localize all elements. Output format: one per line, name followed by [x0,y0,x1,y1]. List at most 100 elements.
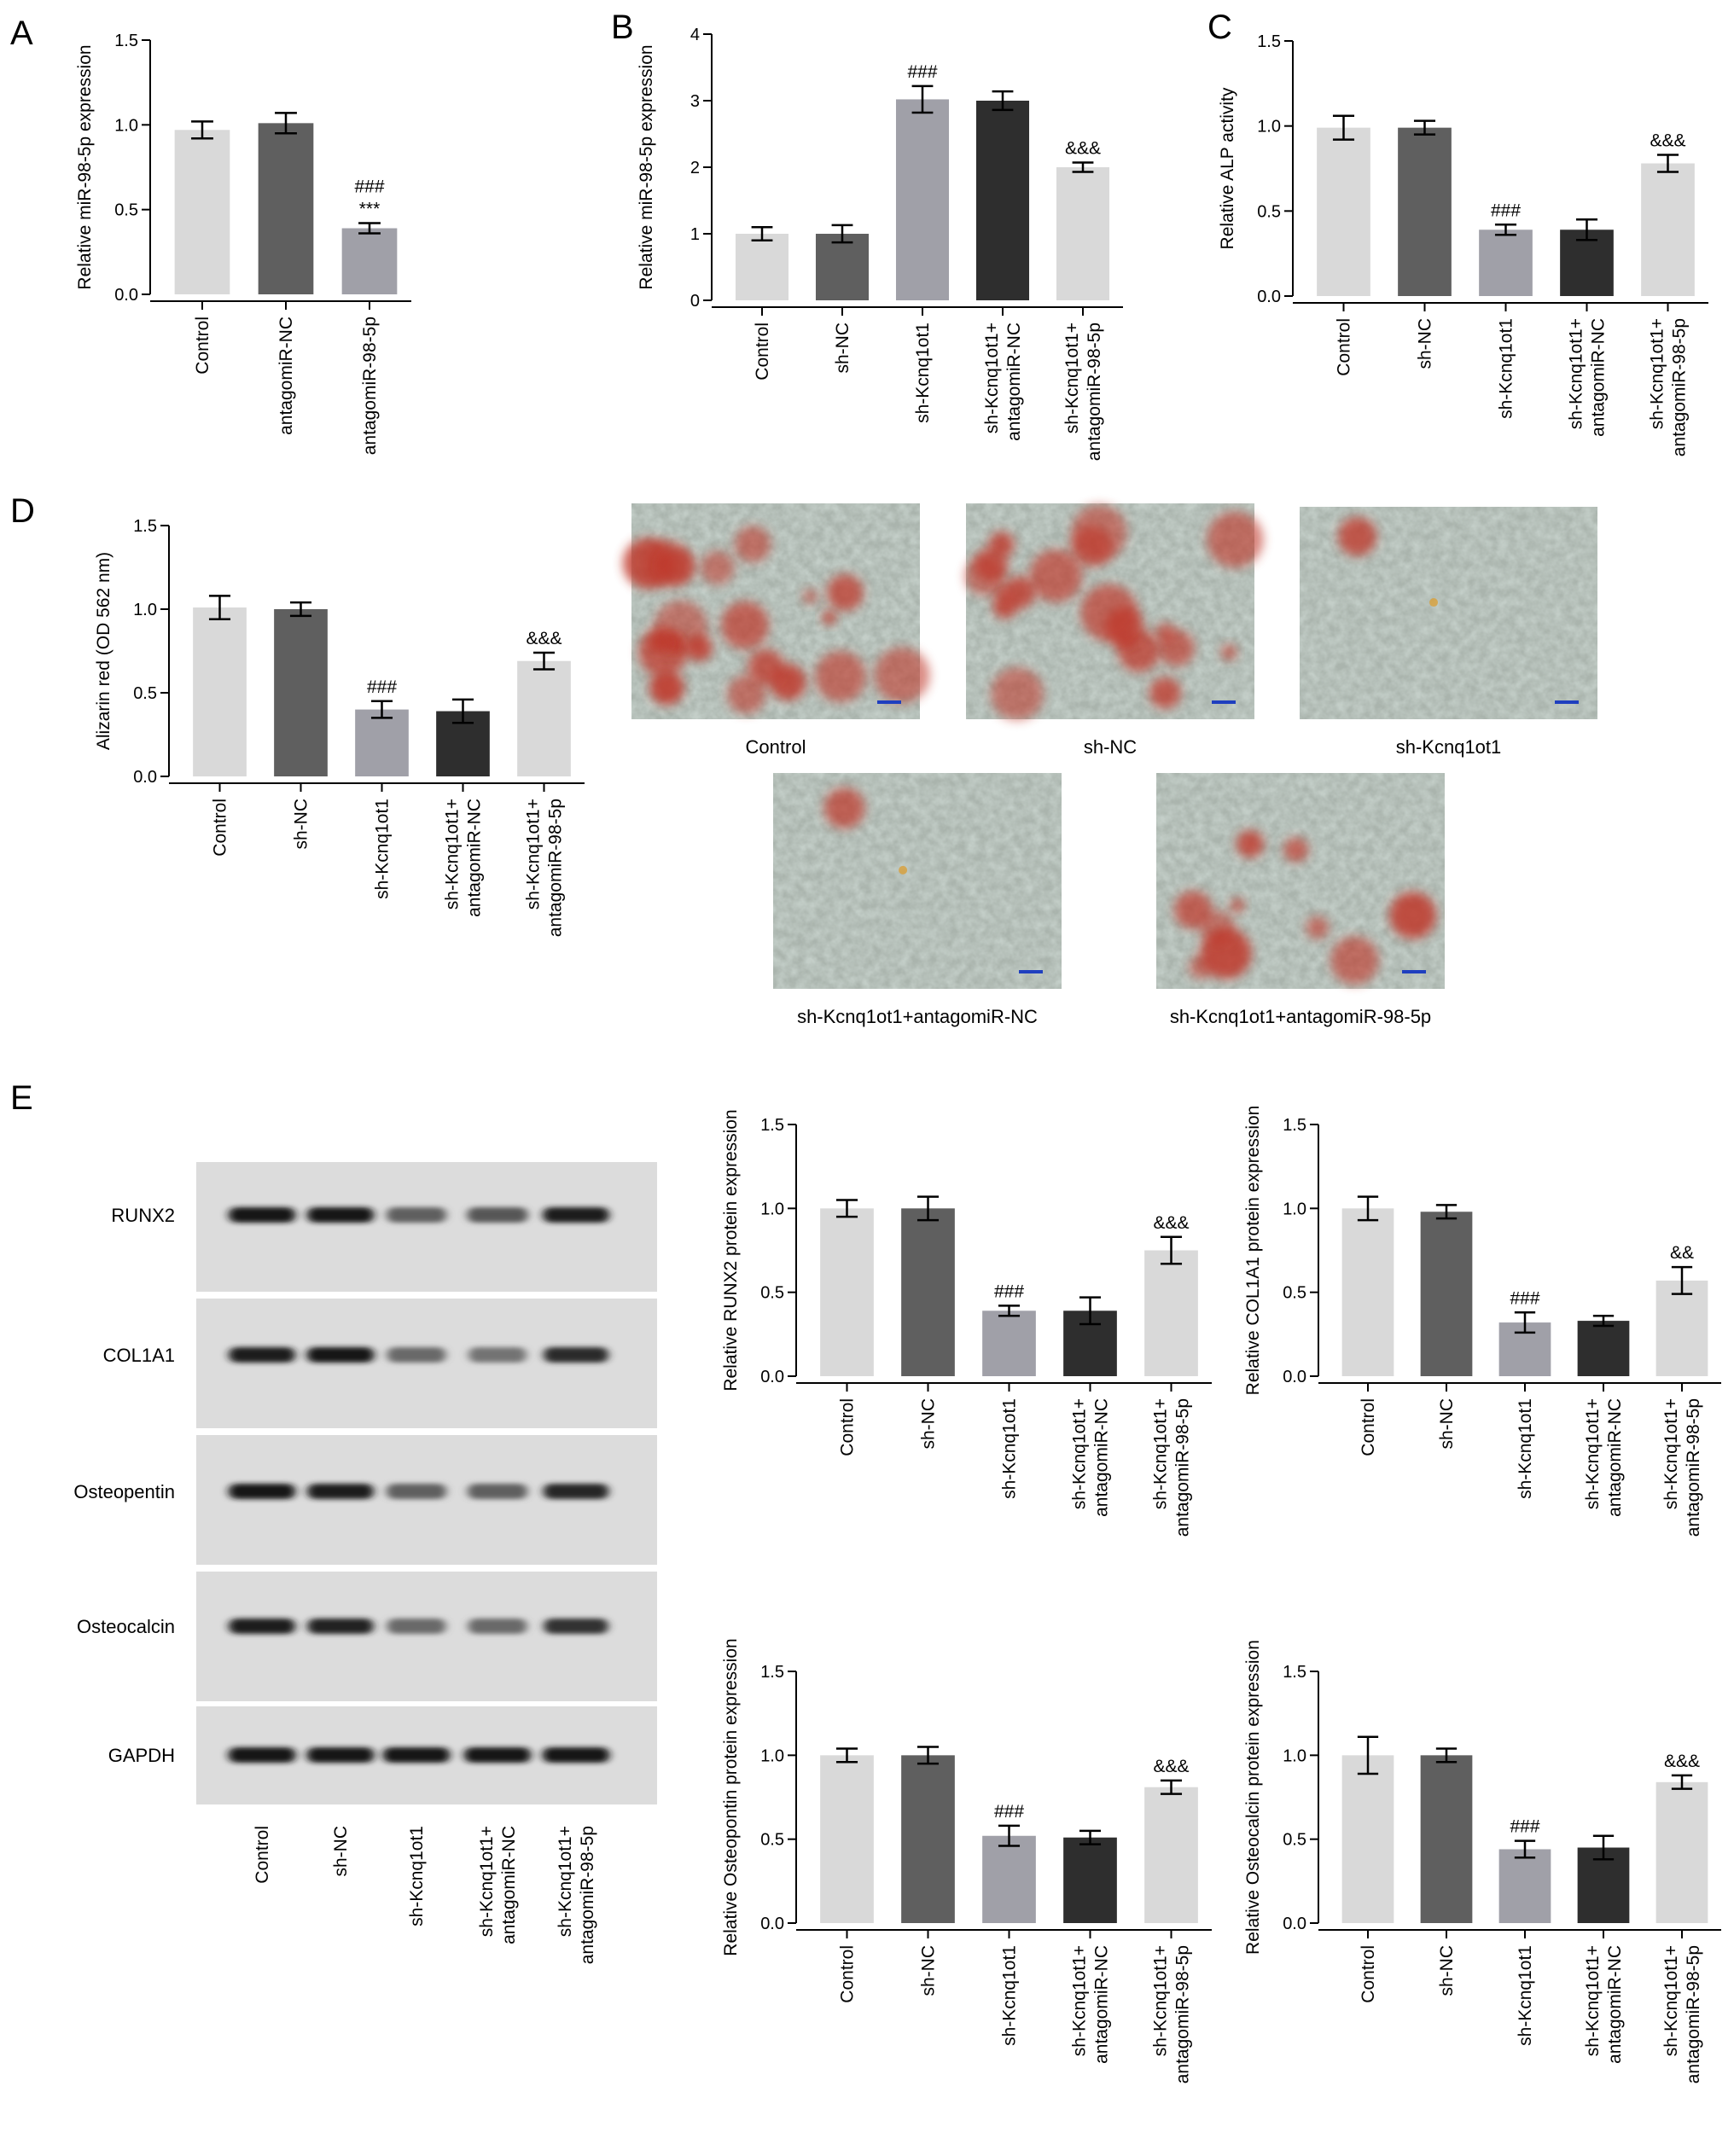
stain-deposit [802,589,818,605]
blot-lane-label: sh-NC [331,1826,351,1877]
x-tick-label: Control [838,1398,858,1456]
significance-label: &&& [1065,139,1101,159]
x-tick-label: antagomiR-NC [1092,1398,1112,1517]
bar [1498,1849,1551,1923]
blot-band [228,1207,296,1223]
bar [901,1755,955,1923]
micrograph-caption: sh-Kcnq1ot1+antagomiR-NC [797,1006,1038,1027]
y-axis-label: Alizarin red (OD 562 nm) [94,552,113,750]
blot-band [467,1484,528,1499]
x-tick-label: sh-Kcnq1ot1+ [1062,323,1082,433]
stain-deposit [666,636,681,651]
bar [1479,230,1533,296]
x-tick-label: sh-NC [1437,1945,1457,1996]
micrograph: sh-Kcnq1ot1+antagomiR-NC [773,773,1062,1027]
stain-deposit [1337,517,1377,556]
significance-label: &&& [526,629,562,648]
blot-row: RUNX2 [111,1162,657,1292]
micrograph: Control [623,503,930,758]
stain-deposit [1220,644,1237,660]
y-tick-label: 1.0 [1283,1200,1306,1218]
stain-deposit [1080,584,1138,642]
x-tick-label: sh-NC [292,799,311,850]
x-tick-label: sh-Kcnq1ot1+ [1583,1398,1603,1509]
stain-deposit [826,574,864,612]
significance-label: && [1670,1243,1694,1263]
stain-deposit [1306,915,1330,939]
stain-deposit [899,865,908,875]
x-tick-label: antagomiR-98-5p [1173,1398,1193,1537]
x-tick-label: antagomiR-98-5p [1085,323,1104,461]
blot-lane-label: antagomiR-98-5p [578,1826,597,1964]
significance-label: ### [907,62,937,82]
stain-deposit [1155,622,1176,643]
x-tick-label: sh-Kcnq1ot1+ [1567,318,1586,429]
bar [274,609,328,776]
bar [258,123,314,294]
x-tick-label: sh-Kcnq1ot1 [1000,1945,1020,2046]
stain-deposit [1200,909,1235,945]
micrograph-caption: sh-NC [1084,736,1137,758]
bar [982,1835,1036,1923]
y-tick-label: 0.5 [1257,202,1281,221]
chart-b: 0 1 2 3 4 Relative miR-98-5p expression Contro… [637,26,1123,461]
x-tick-label: Control [753,323,772,381]
x-tick-label: sh-Kcnq1ot1+ [1583,1945,1603,2056]
stain-deposit [1236,830,1265,858]
x-tick-label: antagomiR-98-5p [1173,1945,1193,2083]
x-tick-label: sh-NC [833,323,852,374]
stain-deposit [822,610,836,625]
stain-deposit [1389,892,1437,939]
stain-deposit [1071,504,1127,561]
stain-deposit [1429,598,1439,607]
y-tick-label: 4 [690,26,700,44]
blot-lane-label: Control [253,1826,272,1884]
blot-row-label: COL1A1 [103,1345,175,1366]
blot-band [467,1207,528,1223]
y-tick-label: 0.5 [114,201,138,220]
y-tick-label: 1.0 [133,601,157,619]
significance-label: *** [359,200,381,219]
micrograph-caption: sh-Kcnq1ot1+antagomiR-98-5p [1170,1006,1431,1027]
chart-e3: 0.0 0.5 1.0 1.5 Relative Osteopontin protein… [721,1638,1212,2083]
chart-c: 0.0 0.5 1.0 1.5 Relative ALP activity Control… [1218,32,1708,456]
western-blot: RUNX2 COL1A1 Osteopentin Osteocalcin GAPDH Co… [73,1162,657,1964]
y-axis-label: Relative Osteocalcin protein expression [1243,1640,1263,1955]
stain-deposit [734,526,771,563]
stain-deposit [1230,898,1245,913]
stain-deposit [814,650,866,703]
bar [341,228,398,294]
blot-band [229,1618,295,1634]
blot-row: Osteopentin [73,1435,657,1565]
stain-deposit [974,547,1009,582]
bar [820,1208,874,1376]
x-tick-label: antagomiR-98-5p [1684,1945,1703,2083]
x-tick-label: sh-Kcnq1ot1+ [1151,1945,1171,2056]
significance-label: ### [1510,1288,1539,1308]
bar [355,709,409,776]
blot-band [468,1347,527,1363]
y-tick-label: 1.0 [1257,118,1281,137]
significance-label: &&& [1650,131,1685,151]
y-axis-label: Relative Osteopontin protein expression [721,1638,741,1956]
stain-deposit [649,633,669,653]
significance-label: ### [1510,1817,1539,1837]
blot-band [386,1484,447,1499]
x-tick-label: antagomiR-NC [1605,1398,1625,1517]
stain-deposit [1029,549,1083,603]
stain-deposit [748,648,784,686]
y-axis-label: Relative miR-98-5p expression [637,44,656,289]
x-tick-label: antagomiR-98-5p [1684,1398,1703,1537]
bar [517,660,571,776]
y-tick-label: 0.0 [1283,1915,1306,1933]
blot-row: GAPDH [108,1706,657,1804]
bar [895,99,950,300]
stain-deposit [1283,837,1309,863]
bar [1144,1250,1198,1376]
x-tick-label: antagomiR-98-5p [546,799,566,937]
x-tick-label: sh-NC [919,1945,939,1996]
bar [1655,1280,1708,1376]
bar [1056,167,1110,300]
x-tick-label: antagomiR-NC [465,799,485,917]
